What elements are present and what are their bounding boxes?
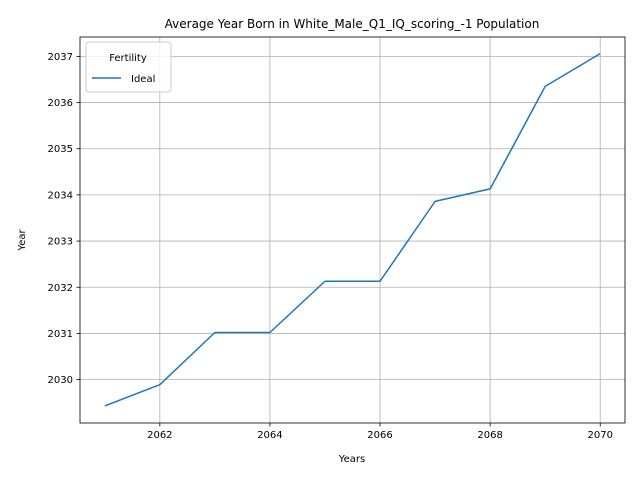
x-tick-label: 2066 — [367, 430, 392, 441]
y-tick-label: 2032 — [48, 283, 73, 294]
legend-label-ideal: Ideal — [131, 74, 155, 85]
legend-title: Fertility — [109, 53, 147, 64]
y-tick-label: 2033 — [48, 237, 73, 248]
x-axis-ticks: 2062 2064 2066 2068 2070 — [147, 423, 613, 441]
x-tick-label: 2070 — [588, 430, 613, 441]
series-lines — [104, 52, 601, 407]
series-line-ideal — [104, 52, 601, 407]
legend: Fertility Ideal — [85, 41, 172, 93]
y-tick-label: 2036 — [48, 98, 73, 109]
legend-box — [85, 41, 172, 93]
plot-frame — [79, 36, 626, 424]
y-tick-label: 2035 — [48, 144, 73, 155]
y-tick-label: 2031 — [48, 329, 73, 340]
x-tick-label: 2062 — [147, 430, 172, 441]
y-axis-ticks: 2030 2031 2032 2033 2034 2035 2036 2037 — [48, 52, 80, 386]
chart-title: Average Year Born in White_Male_Q1_IQ_sc… — [165, 17, 540, 31]
y-tick-label: 2030 — [48, 375, 73, 386]
y-axis-label: Year — [17, 229, 28, 252]
x-tick-label: 2068 — [477, 430, 502, 441]
y-tick-label: 2037 — [48, 52, 73, 63]
x-axis-label: Years — [338, 454, 365, 465]
y-tick-label: 2034 — [48, 190, 73, 201]
grid — [80, 37, 625, 423]
x-tick-label: 2064 — [257, 430, 282, 441]
